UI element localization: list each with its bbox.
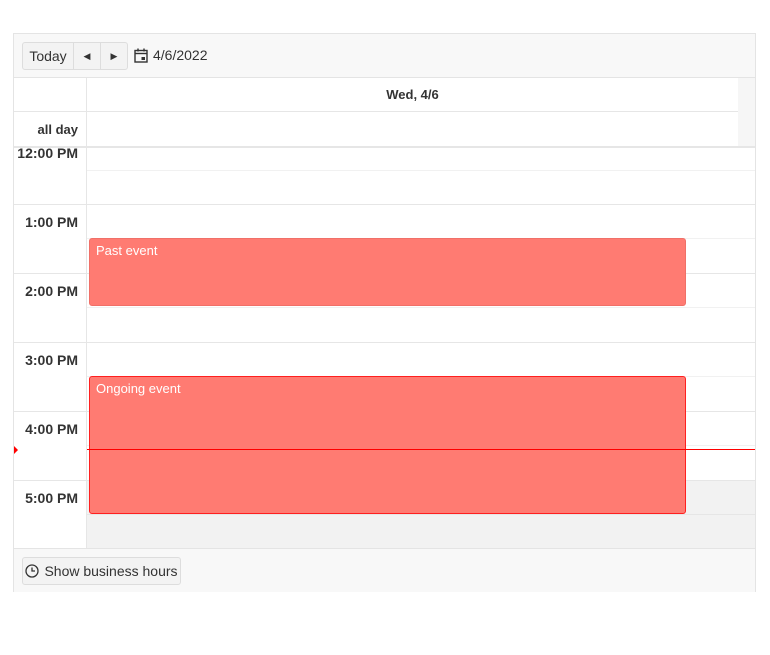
event-ongoing[interactable]: Ongoing event — [89, 376, 686, 514]
event-title: Past event — [96, 243, 158, 258]
event-title: Ongoing event — [96, 381, 181, 396]
show-business-hours-button[interactable]: Show business hours — [22, 557, 181, 585]
today-button[interactable]: Today — [29, 48, 67, 64]
event-past[interactable]: Past event — [89, 238, 686, 306]
triangle-left-icon: ◀ — [83, 50, 91, 61]
time-label: 3:00 PM — [25, 352, 78, 368]
navigation-group: Today ◀ ▶ — [22, 42, 128, 70]
footer: Show business hours — [14, 548, 755, 592]
now-indicator-line — [87, 449, 755, 450]
clock-icon — [25, 564, 40, 578]
time-label: 2:00 PM — [25, 283, 78, 299]
date-picker[interactable]: 4/6/2022 — [134, 47, 208, 63]
day-header: Wed, 4/6 — [386, 87, 439, 102]
time-label: 4:00 PM — [25, 421, 78, 437]
triangle-right-icon: ▶ — [110, 50, 118, 61]
scheduler: Today ◀ ▶ 4/6/2022 Wed, 4/6 all day 12:0… — [13, 33, 756, 592]
time-label: 5:00 PM — [25, 490, 78, 506]
button-label: Show business hours — [44, 563, 178, 579]
toolbar: Today ◀ ▶ 4/6/2022 — [14, 34, 755, 78]
time-column-divider — [86, 78, 87, 548]
time-label: 12:00 PM — [17, 145, 78, 161]
calendar-icon — [134, 48, 148, 63]
now-indicator-arrow — [14, 446, 18, 454]
time-label: 1:00 PM — [25, 214, 78, 230]
previous-button[interactable]: ◀ — [73, 43, 100, 69]
all-day-label: all day — [37, 122, 78, 137]
next-button[interactable]: ▶ — [100, 43, 127, 69]
current-date: 4/6/2022 — [153, 47, 208, 63]
scrollbar-gutter — [738, 78, 755, 147]
all-day-slot[interactable] — [87, 112, 738, 146]
